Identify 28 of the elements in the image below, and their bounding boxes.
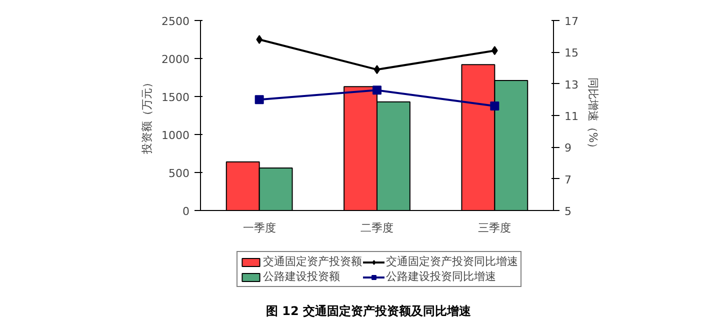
legend-label: 交通固定资产投资额: [263, 254, 362, 269]
y2-tick-label: 5: [564, 205, 572, 218]
x-tick-label: 三季度: [478, 222, 512, 234]
point: [256, 35, 262, 44]
y2-tick-label: 17: [564, 15, 578, 28]
point: [374, 65, 380, 74]
y2-tick-label: 13: [564, 78, 578, 92]
y-tick-label: 1000: [162, 129, 190, 142]
y2-tick-label: 11: [564, 110, 578, 123]
y2-tick-label: 7: [564, 173, 572, 186]
y-tick-label: 0: [182, 205, 190, 218]
y2-axis-title: 同比增速（%）: [586, 77, 600, 154]
y-axis-title: 投资额（万元）: [140, 77, 154, 155]
y2-tick-label: 9: [564, 142, 572, 155]
y-tick-label: 2000: [162, 53, 190, 66]
point: [372, 86, 382, 95]
point: [490, 102, 500, 110]
y-tick-label: 1500: [162, 91, 190, 104]
x-tick-label: 一季度: [242, 222, 276, 234]
legend-label: 公路建设投资额: [263, 269, 340, 284]
y-tick-label: 500: [168, 167, 190, 180]
x-tick-label: 二季度: [360, 222, 394, 234]
y2-tick-label: 15: [564, 46, 578, 60]
text: 图 12 交通固定资产投资额及同比增速: [266, 303, 472, 320]
y-tick-label: 2500: [162, 15, 190, 28]
legend-label: 交通固定资产投资同比增速: [386, 254, 518, 269]
point: [254, 95, 264, 104]
legend-label: 公路建设投资同比增速: [386, 269, 496, 284]
